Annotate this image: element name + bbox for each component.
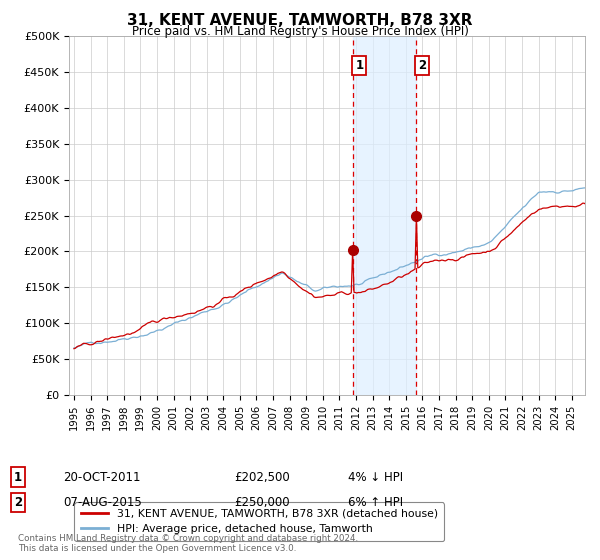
Text: 07-AUG-2015: 07-AUG-2015 bbox=[63, 496, 142, 509]
Text: Contains HM Land Registry data © Crown copyright and database right 2024.
This d: Contains HM Land Registry data © Crown c… bbox=[18, 534, 358, 553]
Text: 31, KENT AVENUE, TAMWORTH, B78 3XR: 31, KENT AVENUE, TAMWORTH, B78 3XR bbox=[127, 13, 473, 28]
Legend: 31, KENT AVENUE, TAMWORTH, B78 3XR (detached house), HPI: Average price, detache: 31, KENT AVENUE, TAMWORTH, B78 3XR (deta… bbox=[74, 502, 444, 541]
Text: £250,000: £250,000 bbox=[234, 496, 290, 509]
Text: 1: 1 bbox=[355, 59, 364, 72]
Bar bbox=[353, 36, 416, 395]
Text: 4% ↓ HPI: 4% ↓ HPI bbox=[348, 470, 403, 484]
Text: 6% ↑ HPI: 6% ↑ HPI bbox=[348, 496, 403, 509]
Text: 20-OCT-2011: 20-OCT-2011 bbox=[63, 470, 140, 484]
Text: 2: 2 bbox=[418, 59, 427, 72]
Text: 1: 1 bbox=[14, 470, 22, 484]
Text: Price paid vs. HM Land Registry's House Price Index (HPI): Price paid vs. HM Land Registry's House … bbox=[131, 25, 469, 38]
Text: 2: 2 bbox=[14, 496, 22, 509]
Text: £202,500: £202,500 bbox=[234, 470, 290, 484]
